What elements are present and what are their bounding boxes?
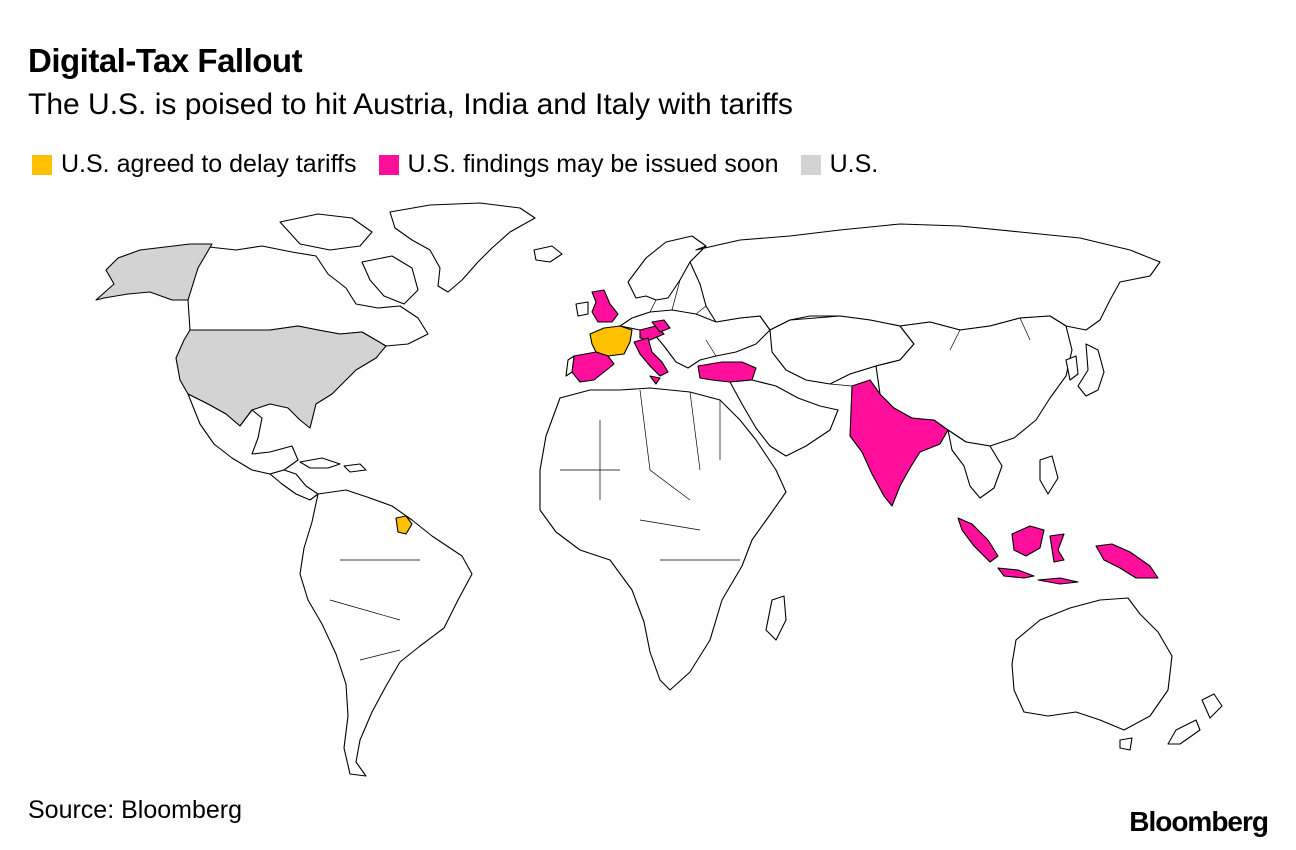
chart-title: Digital-Tax Fallout (28, 42, 303, 79)
land-borneo (1011, 525, 1045, 557)
land-south-america (299, 489, 473, 777)
land-africa (539, 387, 787, 691)
legend-label-us: U.S. (829, 150, 879, 178)
land-tasmania (1119, 737, 1133, 751)
land-italy (633, 337, 669, 377)
land-hispaniola (343, 463, 367, 473)
legend-swatch-pink (378, 154, 399, 175)
land-uk (591, 289, 619, 323)
land-lesser-sunda (1037, 577, 1079, 585)
land-france (589, 325, 633, 357)
land-middle-east (729, 379, 839, 457)
land-greenland (389, 202, 536, 293)
land-new-guinea (1095, 543, 1159, 579)
land-baffin (361, 255, 419, 305)
land-australia (1011, 597, 1173, 731)
legend-swatch-yellow (32, 154, 52, 175)
land-scandinavia (627, 235, 707, 301)
legend-label-findings: U.S. findings may be issued soon (407, 150, 779, 178)
land-philippines (1039, 455, 1059, 495)
legend-item-us: U.S. (800, 150, 879, 179)
land-korea (1065, 355, 1079, 381)
land-alaska (95, 243, 213, 301)
land-portugal (565, 355, 575, 377)
land-mexico (187, 393, 299, 475)
legend: U.S. agreed to delay tariffs U.S. findin… (32, 150, 900, 179)
land-java (997, 567, 1035, 579)
land-russia (689, 223, 1161, 331)
legend-item-delay: U.S. agreed to delay tariffs (32, 150, 357, 179)
land-sicily (649, 375, 661, 385)
land-spain (571, 351, 615, 383)
chart-subtitle: The U.S. is poised to hit Austria, India… (28, 88, 793, 121)
land-sumatra (957, 517, 999, 563)
land-china (875, 315, 1073, 447)
land-new-zealand (1201, 693, 1223, 719)
land-central-america (269, 469, 319, 501)
land-iceland (533, 245, 563, 263)
land-turkey (697, 361, 757, 383)
land-arctic-islands (279, 213, 373, 251)
land-se-asia (947, 429, 1003, 499)
land-madagascar (765, 595, 787, 641)
land-czech (651, 319, 671, 333)
border-lines (329, 279, 1031, 661)
land-ireland (575, 301, 589, 317)
land-sulawesi (1049, 533, 1065, 563)
land-cuba (299, 457, 341, 469)
source-note: Source: Bloomberg (28, 796, 243, 824)
legend-label-delay: U.S. agreed to delay tariffs (61, 150, 357, 178)
legend-swatch-gray (800, 154, 821, 175)
legend-item-findings: U.S. findings may be issued soon (378, 150, 779, 179)
world-map (95, 202, 1223, 777)
land-french-guiana (395, 515, 413, 535)
bloomberg-logo: Bloomberg (1129, 806, 1269, 837)
land-new-zealand-south (1167, 719, 1201, 745)
land-japan (1077, 343, 1105, 397)
